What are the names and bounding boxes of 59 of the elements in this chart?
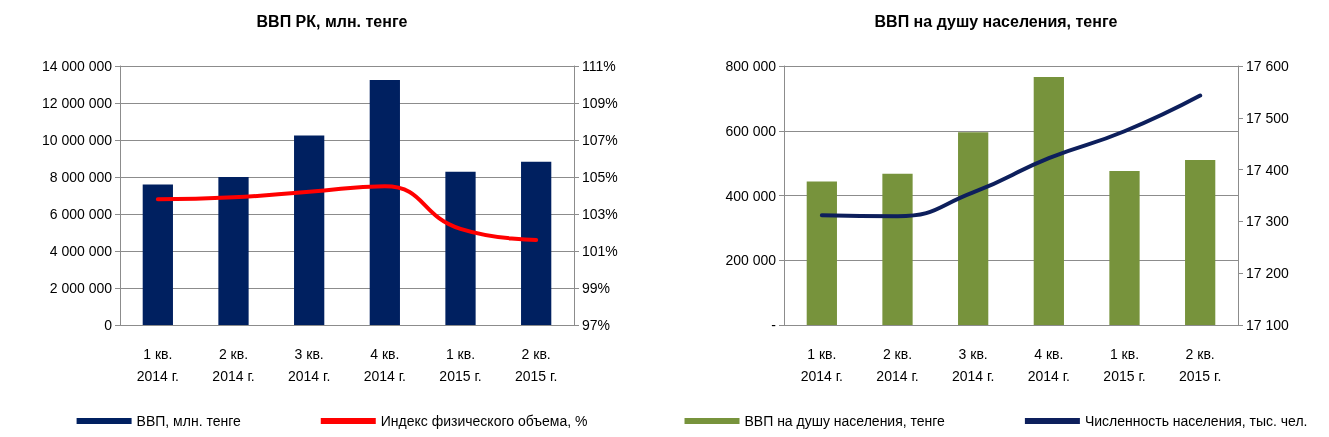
legend-label: ВВП на душу населения, тенге: [744, 413, 946, 429]
legend-label: Численность населения, тыс. чел.: [1084, 413, 1308, 429]
x-tick-label: 1 кв. 2014 г.: [800, 346, 843, 384]
bar: [521, 161, 552, 325]
x-tick-label: 2 кв. 2014 г.: [876, 346, 919, 384]
bar: [806, 181, 837, 325]
y-tick-label: 2 000 000: [49, 280, 113, 296]
y-tick-label: 4 000 000: [49, 243, 113, 259]
bar: [882, 173, 913, 325]
x-tick-label: 3 кв. 2014 г.: [952, 346, 995, 384]
bar: [1033, 77, 1064, 325]
chart-title: ВВП РК, млн. тенге: [256, 12, 408, 30]
y2-tick-label: 17 100: [1246, 317, 1290, 333]
y2-tick-label: 17 300: [1246, 213, 1290, 230]
bar: [294, 135, 325, 325]
x-tick-label: 2 кв. 2015 г.: [1179, 346, 1222, 384]
bar: [142, 184, 173, 325]
bar: [1109, 170, 1140, 325]
y-tick-label: 12 000 000: [41, 95, 113, 111]
y2-tick-label: 99%: [582, 280, 611, 296]
legend-label: Индекс физического объема, %: [380, 413, 588, 429]
y2-tick-label: 17 400: [1246, 161, 1290, 178]
x-tick-label: 1 кв. 2015 г.: [1103, 346, 1146, 384]
x-tick-label: 3 кв. 2014 г.: [288, 346, 331, 384]
y-tick-label: -: [771, 317, 777, 333]
y-tick-label: 400 000: [725, 187, 777, 204]
y-tick-label: 8 000 000: [49, 169, 113, 185]
y-tick-label: 6 000 000: [49, 206, 113, 222]
bar: [1185, 159, 1216, 325]
y-tick-label: 600 000: [725, 122, 777, 139]
y-tick-label: 14 000 000: [41, 58, 113, 74]
bar: [218, 177, 249, 325]
y2-tick-label: 97%: [582, 317, 611, 333]
bar: [369, 80, 400, 325]
x-tick-label: 4 кв. 2014 г.: [363, 346, 406, 384]
line-series: [155, 184, 539, 242]
bar: [958, 132, 989, 325]
y2-tick-label: 17 500: [1246, 109, 1290, 126]
x-tick-label: 2 кв. 2014 г.: [212, 346, 255, 384]
y2-tick-label: 103%: [582, 206, 618, 222]
chart-title: ВВП на душу населения, тенге: [874, 12, 1118, 30]
y2-tick-label: 105%: [582, 169, 618, 185]
y2-tick-label: 111%: [582, 58, 616, 74]
y2-tick-label: 109%: [582, 95, 618, 111]
y-tick-label: 200 000: [725, 252, 777, 269]
y2-tick-label: 17 600: [1246, 58, 1290, 74]
x-tick-label: 1 кв. 2015 г.: [439, 346, 482, 384]
legend-label: ВВП, млн. тенге: [136, 413, 241, 429]
x-tick-label: 2 кв. 2015 г.: [515, 346, 558, 384]
y-tick-label: 10 000 000: [41, 132, 113, 148]
y2-tick-label: 17 200: [1246, 265, 1290, 282]
bar: [445, 171, 476, 325]
y-tick-label: 0: [104, 317, 113, 333]
x-tick-label: 1 кв. 2014 г.: [136, 346, 179, 384]
y2-tick-label: 107%: [582, 132, 618, 148]
y-tick-label: 800 000: [725, 58, 777, 74]
y2-tick-label: 101%: [582, 243, 618, 259]
line-series: [819, 93, 1203, 219]
x-tick-label: 4 кв. 2014 г.: [1027, 346, 1070, 384]
